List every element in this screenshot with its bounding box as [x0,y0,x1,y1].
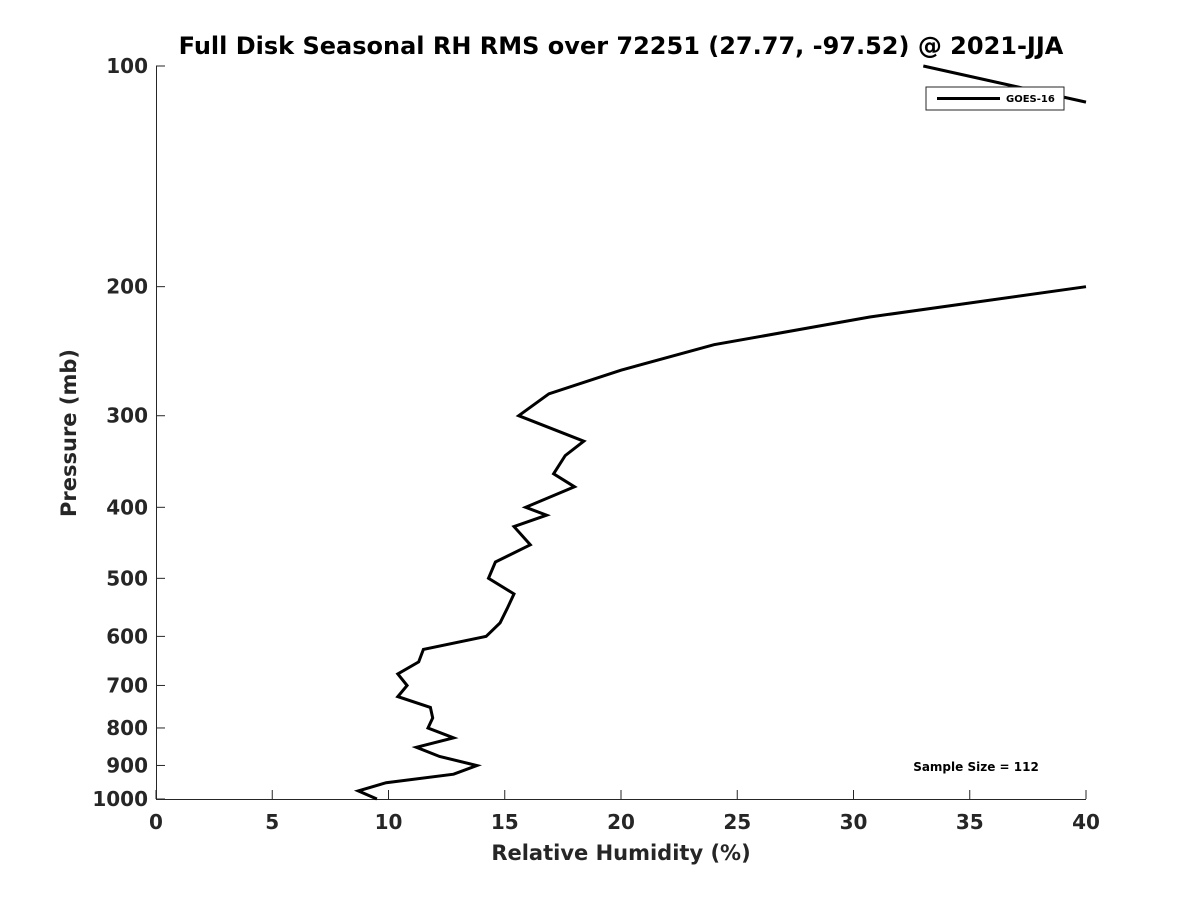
y-tick-label: 100 [106,54,148,78]
y-tick-label: 700 [106,673,148,697]
x-axis-label: Relative Humidity (%) [491,841,750,865]
y-tick-label: 300 [106,404,148,428]
y-axis-ticks: 100 200 300 400 500 600 700 800 900 1000 [92,54,165,811]
x-tick-label: 35 [956,810,984,834]
series-layer [353,64,1087,801]
x-tick-label: 0 [149,810,163,834]
x-tick-label: 30 [840,810,868,834]
x-axis-ticks: 0 5 10 15 20 25 30 35 40 [149,790,1100,834]
legend-entry-goes16: GOES-16 [1006,94,1055,105]
y-tick-label: 900 [106,753,148,777]
x-tick-label: 20 [607,810,635,834]
y-tick-label: 600 [106,624,148,648]
x-tick-label: 15 [491,810,519,834]
x-tick-label: 5 [265,810,279,834]
plot-area: 0 5 10 15 20 25 30 35 40 100 200 300 400 500 600 700 80… [92,54,1100,834]
legend: GOES-16 [925,86,1065,111]
x-tick-label: 40 [1072,810,1100,834]
y-tick-label: 500 [106,566,148,590]
sample-size-annotation: Sample Size = 112 [913,760,1039,774]
y-tick-label: 1000 [92,787,148,811]
x-tick-label: 10 [375,810,403,834]
y-tick-label: 200 [106,275,148,299]
x-tick-label: 25 [723,810,751,834]
y-tick-label: 800 [106,716,148,740]
chart-title: Full Disk Seasonal RH RMS over 72251 (27… [179,32,1064,60]
y-axis-label: Pressure (mb) [57,349,81,517]
y-tick-label: 400 [106,495,148,519]
series-line-goes16 [353,285,1087,801]
